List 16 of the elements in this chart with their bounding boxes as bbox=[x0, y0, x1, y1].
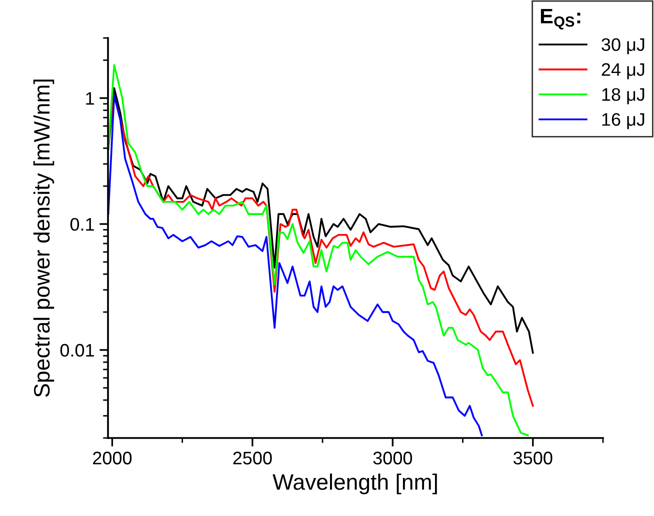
y-tick-label: 0.01 bbox=[60, 344, 94, 357]
x-tick-label: 2500 bbox=[233, 452, 272, 464]
y-axis-title: Spectral power density [mW/nm] bbox=[33, 80, 54, 397]
line-series bbox=[108, 64, 529, 436]
x-tick-label: 2000 bbox=[93, 452, 132, 464]
legend-title: E$_{QS}$: bbox=[540, 8, 580, 30]
x-tick-label: 3500 bbox=[513, 452, 552, 464]
legend-label: 30 μJ bbox=[602, 38, 644, 54]
x-axis-title: Wavelength [nm] bbox=[272, 474, 437, 494]
legend-label: 18 μJ bbox=[602, 88, 644, 104]
y-tick-label: 1 bbox=[86, 92, 94, 105]
line-series bbox=[108, 94, 483, 436]
legend-label: 16 μJ bbox=[602, 113, 644, 130]
x-tick-label: 3000 bbox=[373, 452, 412, 464]
legend-label: 24 μJ bbox=[602, 63, 644, 80]
y-tick-label: 0.1 bbox=[70, 218, 94, 231]
